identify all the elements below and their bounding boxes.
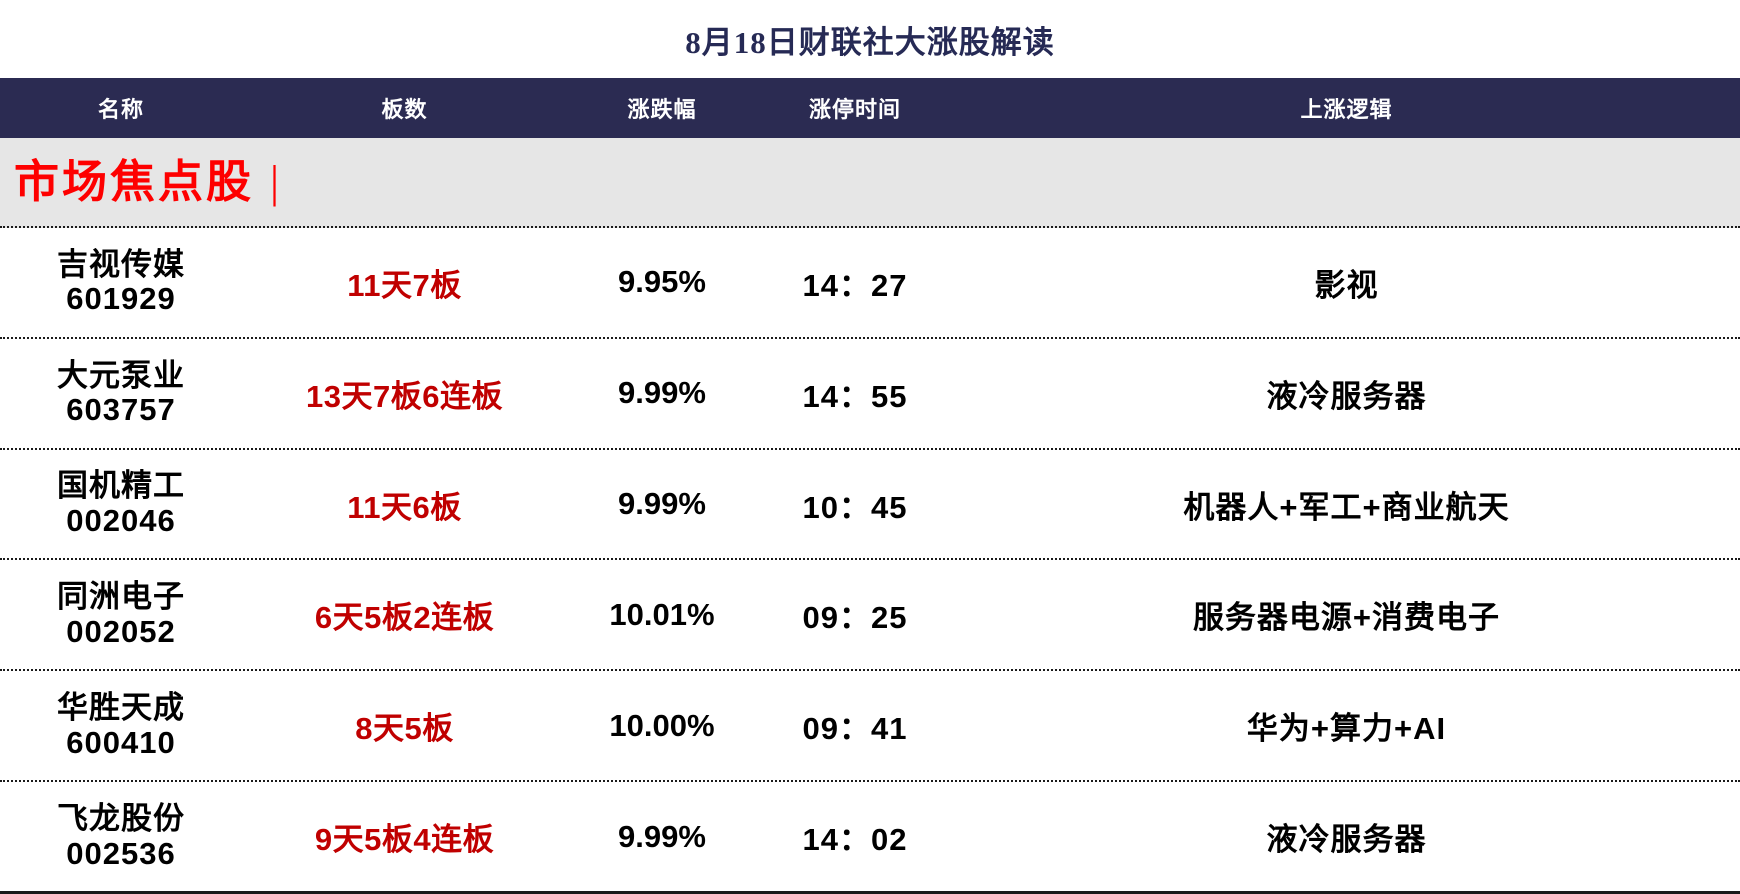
stock-name-text: 大元泵业 [57, 358, 185, 393]
section-title-wrap: 市场焦点股 | [0, 156, 283, 207]
stock-name-text: 吉视传媒 [57, 247, 185, 282]
stock-code-text: 603757 [66, 392, 176, 428]
column-header-name: 名称 [97, 97, 144, 122]
cell-limit-up-time: 14：55 [802, 378, 908, 414]
stock-code-text: 600410 [66, 724, 176, 760]
cell-rally-logic: 华为+算力+AI [1246, 711, 1447, 747]
cell-limit-up-time: 09：25 [802, 600, 908, 636]
column-header-rally-logic: 上涨逻辑 [1300, 97, 1393, 122]
table-row[interactable]: 飞龙股份 002536 9天5板4连板 9.99% 14：02 液冷服务器 [0, 782, 1740, 894]
cell-boards: 11天6板 [347, 489, 462, 525]
cell-change-pct: 10.00% [609, 707, 715, 743]
cell-boards: 8天5板 [355, 711, 454, 747]
column-header-change: 涨跌幅 [627, 97, 697, 122]
cell-stock-name: 国机精工 002046 [0, 469, 242, 538]
cell-stock-name: 大元泵业 603757 [0, 359, 242, 428]
cell-limit-up-time: 14：27 [802, 267, 908, 303]
table-row[interactable]: 国机精工 002046 11天6板 9.99% 10：45 机器人+军工+商业航… [0, 449, 1740, 561]
cell-change-pct: 9.95% [618, 264, 706, 300]
cell-stock-name: 华胜天成 600410 [0, 691, 242, 760]
cell-rally-logic: 液冷服务器 [1266, 822, 1427, 858]
section-header-market-focus: 市场焦点股 | [0, 138, 1740, 228]
stock-name-text: 华胜天成 [57, 691, 185, 725]
table-row[interactable]: 大元泵业 603757 13天7板6连板 9.99% 14：55 液冷服务器 [0, 338, 1740, 450]
cell-rally-logic: 机器人+军工+商业航天 [1183, 489, 1510, 525]
section-title-divider: | [270, 156, 283, 207]
cell-stock-name: 飞龙股份 002536 [0, 802, 242, 871]
stock-code-text: 002046 [66, 503, 176, 539]
report-title-bar: 8月18日财联社大涨股解读 [0, 0, 1740, 78]
table-row[interactable]: 吉视传媒 601929 11天7板 9.95% 14：27 影视 [0, 228, 1740, 339]
cell-boards: 13天7板6连板 [306, 378, 503, 414]
stock-name-text: 同洲电子 [57, 580, 185, 615]
cell-change-pct: 10.01% [609, 596, 715, 632]
table-row[interactable]: 华胜天成 600410 8天5板 10.00% 09：41 华为+算力+AI [0, 671, 1740, 783]
table-body: 吉视传媒 601929 11天7板 9.95% 14：27 影视 大元泵业 60… [0, 228, 1740, 894]
stock-name-text: 国机精工 [57, 469, 185, 504]
cell-stock-name: 同洲电子 002052 [0, 580, 242, 649]
cell-change-pct: 9.99% [618, 818, 706, 854]
section-title-label: 市场焦点股 [14, 156, 255, 207]
cell-limit-up-time: 10：45 [802, 489, 908, 525]
cell-rally-logic: 液冷服务器 [1266, 378, 1427, 414]
column-header-limit-up-time: 涨停时间 [808, 97, 901, 122]
stock-name-text: 飞龙股份 [57, 801, 185, 836]
cell-stock-name: 吉视传媒 601929 [0, 248, 242, 317]
table-row[interactable]: 同洲电子 002052 6天5板2连板 10.01% 09：25 服务器电源+消… [0, 560, 1740, 672]
stock-code-text: 002052 [66, 613, 176, 649]
stock-code-text: 601929 [66, 281, 176, 317]
column-header-boards: 板数 [381, 97, 428, 122]
cell-limit-up-time: 14：02 [802, 822, 908, 858]
cell-change-pct: 9.99% [618, 486, 706, 522]
cell-limit-up-time: 09：41 [802, 711, 908, 747]
cell-change-pct: 9.99% [618, 375, 706, 411]
cell-boards: 6天5板2连板 [314, 600, 495, 636]
cell-rally-logic: 影视 [1314, 267, 1379, 303]
cell-boards: 11天7板 [347, 267, 462, 303]
cell-rally-logic: 服务器电源+消费电子 [1192, 600, 1501, 636]
cell-boards: 9天5板4连板 [314, 822, 495, 858]
stock-code-text: 002536 [66, 835, 176, 871]
page-title: 8月18日财联社大涨股解读 [685, 24, 1055, 60]
table-header-row: 名称 板数 涨跌幅 涨停时间 上涨逻辑 [0, 78, 1740, 138]
